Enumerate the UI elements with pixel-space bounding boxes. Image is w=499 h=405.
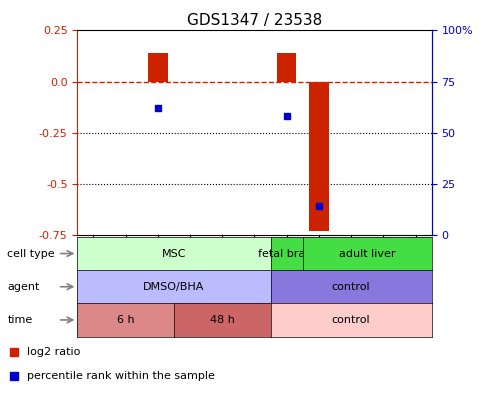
Text: control: control [332, 282, 370, 292]
Text: fetal brain: fetal brain [258, 249, 315, 258]
Text: adult liver: adult liver [339, 249, 396, 258]
Text: 48 h: 48 h [210, 315, 235, 325]
Bar [277, 53, 296, 81]
Text: percentile rank within the sample: percentile rank within the sample [27, 371, 215, 382]
Text: control: control [332, 315, 370, 325]
Text: DMSO/BHA: DMSO/BHA [143, 282, 205, 292]
Text: MSC: MSC [162, 249, 186, 258]
Text: agent: agent [7, 282, 40, 292]
Title: GDS1347 / 23538: GDS1347 / 23538 [187, 13, 322, 28]
Bar [148, 53, 168, 81]
Bar [309, 81, 328, 231]
Text: cell type: cell type [7, 249, 55, 258]
Text: log2 ratio: log2 ratio [27, 347, 81, 357]
Text: time: time [7, 315, 33, 325]
Text: 6 h: 6 h [117, 315, 134, 325]
